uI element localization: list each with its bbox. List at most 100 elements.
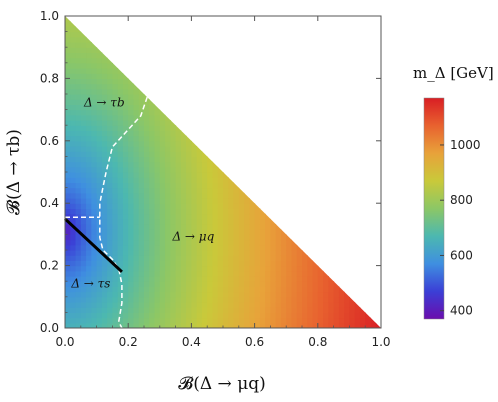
heatmap-cell	[117, 156, 124, 163]
heatmap-cell	[70, 125, 77, 131]
heatmap-cell	[265, 307, 271, 313]
heatmap-cell	[223, 198, 229, 204]
heatmap-cell	[217, 182, 224, 189]
heatmap-cell	[117, 120, 124, 126]
heatmap-cell	[291, 244, 298, 251]
heatmap-cell	[228, 265, 235, 272]
heatmap-cell	[228, 177, 235, 183]
heatmap-cell	[165, 109, 171, 116]
heatmap-cell	[122, 94, 129, 100]
heatmap-cell	[75, 21, 82, 27]
heatmap-cell	[254, 224, 261, 230]
heatmap-cell	[275, 296, 282, 303]
heatmap-cell	[254, 286, 261, 293]
heatmap-cell	[259, 203, 266, 209]
x-tick-label: 0.2	[119, 335, 138, 349]
heatmap-cell	[244, 234, 250, 241]
heatmap-cell	[186, 244, 192, 251]
heatmap-cell	[175, 166, 182, 173]
heatmap-cell	[170, 203, 177, 209]
heatmap-cell	[65, 255, 71, 261]
heatmap-cell	[238, 291, 245, 298]
heatmap-cell	[138, 296, 145, 303]
heatmap-cell	[112, 218, 119, 225]
heatmap-cell	[244, 250, 250, 256]
heatmap-cell	[270, 286, 277, 293]
heatmap-cell	[317, 270, 324, 277]
heatmap-cell	[128, 317, 135, 324]
heatmap-cell	[133, 296, 140, 303]
heatmap-cell	[170, 135, 177, 142]
heatmap-cell	[149, 250, 156, 256]
heatmap-cell	[180, 125, 187, 131]
heatmap-cell	[317, 255, 324, 261]
heatmap-cell	[201, 213, 208, 220]
heatmap-cell	[175, 229, 182, 235]
heatmap-cell	[154, 302, 161, 308]
heatmap-cell	[244, 182, 250, 189]
heatmap-cell	[86, 104, 92, 111]
heatmap-cell	[80, 296, 87, 303]
heatmap-cell	[117, 286, 124, 293]
heatmap-cell	[70, 78, 77, 85]
heatmap-cell	[186, 265, 192, 272]
y-tick-label: 1.0	[40, 9, 59, 23]
heatmap-cell	[80, 130, 87, 137]
heatmap-cell	[196, 239, 203, 246]
heatmap-cell	[154, 317, 161, 324]
heatmap-cell	[128, 99, 135, 105]
heatmap-cell	[270, 265, 277, 272]
heatmap-cell	[291, 302, 298, 308]
heatmap-cell	[122, 192, 129, 199]
heatmap-cell	[128, 302, 135, 308]
heatmap-cell	[91, 203, 98, 209]
heatmap-cell	[107, 177, 113, 183]
heatmap-cell	[117, 166, 124, 173]
heatmap-cell	[217, 198, 224, 204]
heatmap-cell	[207, 312, 214, 319]
heatmap-cell	[138, 322, 145, 328]
heatmap-cell	[70, 130, 77, 137]
heatmap-cell	[302, 244, 308, 251]
heatmap-cell	[128, 276, 135, 282]
heatmap-cell	[133, 156, 140, 163]
heatmap-cell	[228, 213, 235, 220]
heatmap-cell	[302, 265, 308, 272]
heatmap-cell	[212, 166, 219, 173]
heatmap-cell	[175, 317, 182, 324]
heatmap-cell	[86, 270, 92, 277]
heatmap-cell	[138, 140, 145, 147]
heatmap-cell	[154, 166, 161, 173]
heatmap-cell	[138, 94, 145, 100]
heatmap-cell	[107, 213, 113, 220]
heatmap-cell	[91, 218, 98, 225]
heatmap-cell	[107, 140, 113, 147]
heatmap-cell	[133, 94, 140, 100]
heatmap-cell	[112, 244, 119, 251]
heatmap-cell	[80, 83, 87, 90]
heatmap-cell	[80, 42, 87, 48]
heatmap-cell	[228, 229, 235, 235]
heatmap-cell	[307, 265, 314, 272]
heatmap-cell	[275, 270, 282, 277]
heatmap-cell	[207, 250, 214, 256]
heatmap-cell	[186, 229, 192, 235]
heatmap-cell	[207, 177, 214, 183]
heatmap-cell	[180, 260, 187, 267]
heatmap-cell	[159, 307, 166, 313]
heatmap-cell	[223, 276, 229, 282]
heatmap-cell	[101, 62, 108, 69]
heatmap-cell	[196, 224, 203, 230]
heatmap-cell	[323, 260, 329, 267]
heatmap-cell	[128, 68, 135, 74]
heatmap-cell	[296, 317, 303, 324]
heatmap-cell	[223, 307, 229, 313]
heatmap-cell	[280, 260, 287, 267]
heatmap-cell	[191, 307, 198, 313]
heatmap-cell	[196, 166, 203, 173]
heatmap-cell	[65, 36, 71, 43]
heatmap-cell	[133, 104, 140, 111]
heatmap-cell	[233, 177, 240, 183]
colorbar-tick-label: 1000	[450, 138, 481, 152]
heatmap-cell	[201, 239, 208, 246]
